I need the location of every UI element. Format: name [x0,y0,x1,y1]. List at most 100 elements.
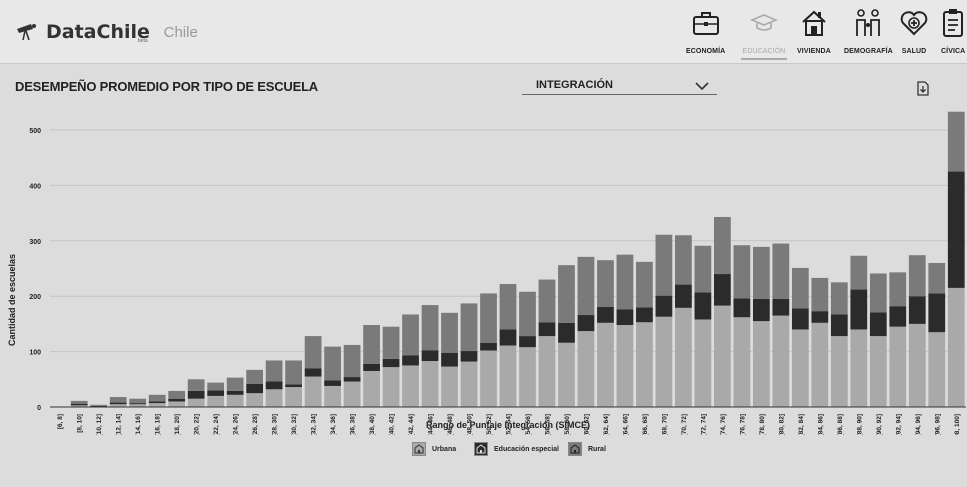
x-tick-label: [10, 12] [96,414,103,435]
bar-segment-rural [304,336,322,369]
bar-segment-especial [285,384,302,388]
bar-segment-rural [207,382,225,391]
x-tick-label: [52, 54] [506,414,513,435]
x-tick-label: [26, 28] [252,414,259,435]
bar-segment-urbana [421,361,439,407]
x-tick-label: [16, 18] [155,414,162,435]
bar-segment-urbana [811,322,829,407]
nav-item-vivienda[interactable]: VIVIENDA [797,6,831,62]
bar-segment-urbana [772,315,790,407]
x-tick-label: [18, 20] [174,414,181,435]
y-tick-label: 400 [29,183,41,190]
bar-segment-urbana [441,366,458,407]
bar-segment-especial [90,405,108,407]
x-tick-label: [60, 62] [583,414,590,435]
x-tick-label: [46, 48] [447,414,454,435]
bar-segment-urbana [597,322,614,407]
x-tick-label: [50, 52] [486,414,493,435]
x-tick-label: [14, 16] [135,414,142,435]
bar-segment-especial [869,312,887,337]
indicator-select[interactable]: INTEGRACIÓN [522,76,717,95]
nav-label-civica: CÍVICA [941,48,966,55]
x-tick-label: [90, 92] [876,414,883,435]
bar-segment-especial [714,274,731,306]
y-axis-title: Cantidad de escuelas [7,254,17,346]
bar-segment-especial [791,308,809,330]
bar-segment-rural [285,360,302,385]
bar-segment-urbana [129,404,147,407]
nav-item-demografia[interactable]: DEMOGRAFÍA [844,6,893,62]
legend-label-especial: Educación especial [494,445,559,453]
bar-segment-rural [402,314,419,356]
x-tick-label: [24, 26] [233,414,240,435]
x-tick-label: [6, 8] [57,414,64,429]
nav-label-salud: SALUD [901,48,927,55]
bar-segment-especial [480,342,497,351]
school-icon [570,444,580,454]
legend-item-rural[interactable]: Rural [568,440,606,458]
clipboard-icon [941,6,965,40]
nav-item-civica[interactable]: CÍVICA [941,6,965,62]
bar-segment-urbana [285,387,302,407]
country-name: Chile [163,23,198,41]
y-tick-label: 100 [29,350,41,357]
bar-segment-especial [947,171,965,288]
bar-segment-urbana [402,365,419,407]
bar-segment-rural [947,111,965,172]
bar-segment-rural [343,344,361,378]
bar-segment-rural [168,390,186,399]
download-icon [917,81,929,96]
bar-segment-especial [830,314,848,337]
bar-segment-especial [265,381,283,390]
bar-segment-rural [597,260,614,307]
nav-label-demografia: DEMOGRAFÍA [844,48,893,55]
chevron-down-icon [695,82,709,90]
bar-segment-rural [675,235,692,285]
bar-segment-especial [616,309,634,326]
bar-segment-rural [90,404,108,406]
bar-segment-especial [519,336,536,348]
bar-segment-rural [616,254,634,310]
y-tick-label: 300 [29,239,41,246]
bar-segment-especial [70,403,88,406]
people-icon [853,6,883,40]
x-tick-label: [32, 34] [311,414,318,435]
download-button[interactable] [917,81,929,101]
legend-swatch-especial [474,442,488,456]
x-tick-label: [42, 44] [408,414,415,435]
x-tick-label: [76, 78] [739,414,746,435]
legend-swatch-urbana [412,442,426,456]
bar-segment-especial [597,306,614,323]
chart-bars [70,111,965,407]
x-tick-label: [96, 98] [934,414,941,435]
bar-segment-especial [733,298,751,318]
nav-item-economia[interactable]: ECONOMÍA [686,6,725,62]
bar-segment-especial [850,289,868,330]
nav-item-salud[interactable]: SALUD [900,6,928,62]
brand-logo[interactable]: DataChile beta Chile [16,20,198,44]
top-bar: DataChile beta Chile ECONOMÍA EDUCACIÓN … [0,0,967,64]
briefcase-icon [692,6,720,40]
x-tick-label: [82, 84] [798,414,805,435]
bar-segment-urbana [265,389,283,407]
bar-segment-urbana [246,393,264,407]
legend-item-urbana[interactable]: Urbana [412,440,456,458]
bar-segment-especial [402,355,419,366]
bar-segment-rural [226,377,244,391]
bar-segment-rural [636,261,653,308]
bar-segment-urbana [850,329,868,407]
bar-segment-urbana [187,398,205,407]
x-tick-label: [30, 32] [291,414,298,435]
nav-label-vivienda: VIVIENDA [797,48,831,55]
bar-segment-especial [460,351,478,362]
x-tick-label: [8, 10] [77,414,84,433]
legend-item-especial[interactable]: Educación especial [474,440,559,458]
bar-segment-rural [382,326,400,359]
y-axis-ticks: 0 100 200 300 400 500 [29,128,41,412]
bar-segment-urbana [714,305,731,407]
nav-item-educacion[interactable]: EDUCACIÓN [741,6,787,62]
bar-segment-especial [908,296,926,324]
x-tick-label: [40, 42] [389,414,396,435]
beta-tag: beta [137,38,148,44]
panel-title: DESEMPEÑO PROMEDIO POR TIPO DE ESCUELA [15,79,318,94]
